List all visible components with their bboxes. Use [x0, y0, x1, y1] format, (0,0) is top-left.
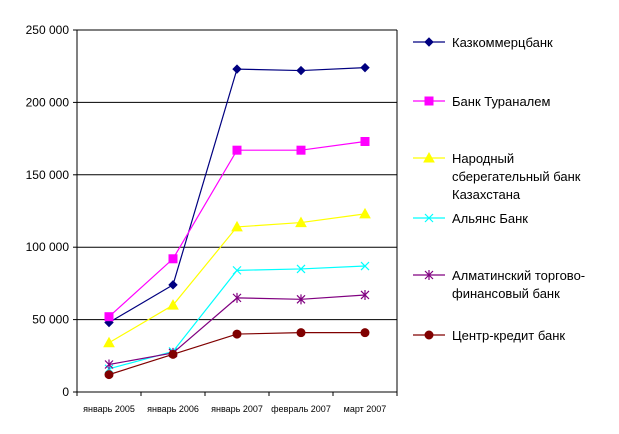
data-point	[104, 359, 114, 370]
y-tick-label: 250 000	[26, 23, 70, 37]
y-axis: 0 50 000 100 000 150 000 200 000 250 000	[26, 23, 78, 399]
legend-marker	[424, 213, 434, 223]
gridlines	[77, 29, 398, 392]
legend-item: Центр-кредит банк	[413, 328, 565, 343]
data-point	[231, 220, 243, 232]
y-tick-label: 200 000	[26, 95, 70, 109]
data-point	[360, 62, 370, 73]
x-tick-label: февраль 2007	[271, 404, 331, 414]
legend-marker	[424, 330, 434, 340]
legend-marker	[424, 96, 434, 106]
legend-label: Народный	[452, 151, 514, 166]
series-1	[104, 136, 370, 322]
legend-label: Альянс Банк	[452, 211, 528, 226]
data-point	[103, 336, 115, 348]
y-tick-label: 0	[62, 385, 69, 399]
series-line	[108, 213, 366, 344]
data-point	[168, 280, 178, 290]
data-point	[167, 299, 179, 310]
data-point	[104, 312, 114, 322]
x-tick-label: январь 2007	[211, 404, 263, 414]
legend-label: Центр-кредит банк	[452, 328, 565, 343]
data-point	[232, 265, 242, 275]
x-tick-label: март 2007	[344, 404, 387, 414]
legend-marker	[423, 151, 435, 163]
series-5	[104, 328, 370, 380]
x-tick-label: январь 2006	[147, 404, 199, 414]
legend-label: Казахстана	[452, 187, 521, 202]
data-point	[168, 349, 178, 359]
data-point	[232, 64, 242, 74]
data-point	[296, 145, 306, 155]
data-point	[296, 294, 306, 305]
legend-label: Банк Туранaлем	[452, 94, 550, 109]
legend-marker	[424, 270, 434, 280]
series-3	[104, 261, 370, 374]
data-point	[295, 216, 307, 228]
y-tick-label: 50 000	[32, 313, 69, 327]
data-point	[360, 289, 370, 300]
legend-item: Альянс Банк	[413, 211, 528, 226]
data-point	[360, 261, 370, 271]
data-point	[232, 292, 242, 303]
legend-label: финансовый банк	[452, 286, 560, 301]
x-axis: январь 2005 январь 2006 январь 2007 февраль…	[76, 391, 398, 414]
data-point	[296, 328, 306, 338]
legend-item: Алматинский торгово-финансовый банк	[413, 268, 585, 301]
y-tick-label: 150 000	[26, 168, 70, 182]
data-point	[104, 370, 114, 380]
x-tick-label: январь 2005	[83, 404, 135, 414]
data-point	[232, 145, 242, 155]
series-0	[104, 62, 370, 328]
data-point	[232, 329, 242, 339]
y-tick-label: 100 000	[26, 240, 70, 254]
series-2	[103, 207, 371, 348]
legend-item: Народный сберегательный банк Казахстана	[413, 151, 581, 202]
data-point	[360, 328, 370, 338]
legend-label: сберегательный банк	[452, 169, 581, 184]
series-4	[104, 289, 370, 370]
legend-label: Казкоммерцбанк	[452, 35, 553, 50]
plot-area	[103, 62, 371, 380]
legend-item: Казкоммерцбанк	[413, 35, 553, 50]
series-line	[108, 332, 365, 376]
data-point	[359, 207, 371, 219]
legend: Казкоммерцбанк Банк Туранaлем Народный сбер…	[413, 35, 585, 343]
legend-item: Банк Туранaлем	[413, 94, 550, 109]
legend-label: Алматинский торгово-	[452, 268, 585, 283]
data-point	[296, 264, 306, 274]
data-point	[360, 136, 370, 146]
legend-marker	[424, 37, 434, 47]
series-line	[108, 67, 366, 324]
data-point	[168, 254, 178, 264]
data-point	[296, 65, 306, 76]
